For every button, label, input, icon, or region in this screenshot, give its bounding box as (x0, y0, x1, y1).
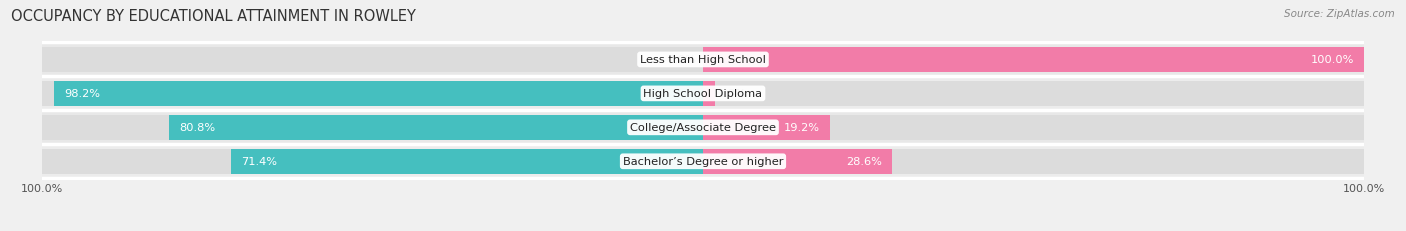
Text: 71.4%: 71.4% (240, 157, 277, 167)
Text: Bachelor’s Degree or higher: Bachelor’s Degree or higher (623, 157, 783, 167)
Bar (42, 111, 1364, 145)
Bar (42, 149, 1364, 174)
Bar (42, 48, 1364, 72)
Text: 0.0%: 0.0% (668, 55, 696, 65)
Bar (42, 43, 1364, 77)
Text: High School Diploma: High School Diploma (644, 89, 762, 99)
Text: Source: ZipAtlas.com: Source: ZipAtlas.com (1284, 9, 1395, 19)
Text: 80.8%: 80.8% (179, 123, 215, 133)
Bar (703, 116, 830, 140)
Text: 28.6%: 28.6% (846, 157, 882, 167)
Text: College/Associate Degree: College/Associate Degree (630, 123, 776, 133)
Bar (42, 82, 1364, 106)
Bar (703, 48, 1364, 72)
Text: 100.0%: 100.0% (1310, 55, 1354, 65)
Text: 1.8%: 1.8% (718, 89, 747, 99)
Bar (169, 116, 703, 140)
Text: 98.2%: 98.2% (65, 89, 100, 99)
Bar (703, 149, 891, 174)
Bar (53, 82, 703, 106)
Bar (42, 116, 1364, 140)
Bar (703, 82, 714, 106)
Text: OCCUPANCY BY EDUCATIONAL ATTAINMENT IN ROWLEY: OCCUPANCY BY EDUCATIONAL ATTAINMENT IN R… (11, 9, 416, 24)
Text: Less than High School: Less than High School (640, 55, 766, 65)
Bar (231, 149, 703, 174)
Bar (42, 145, 1364, 179)
Bar (42, 77, 1364, 111)
Text: 19.2%: 19.2% (785, 123, 820, 133)
